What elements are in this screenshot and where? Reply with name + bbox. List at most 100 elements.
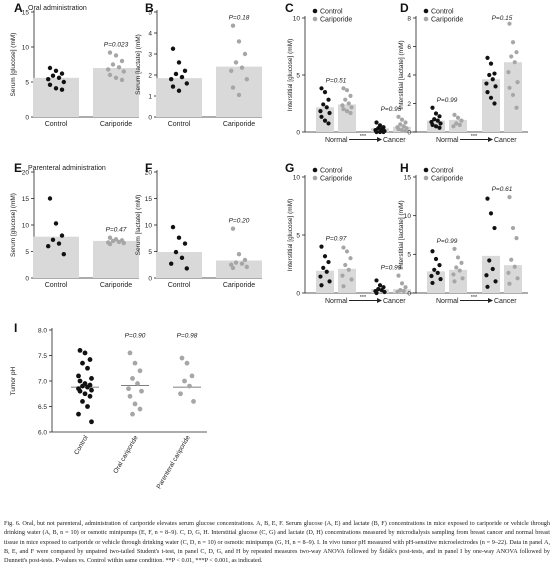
- data-point-I: [80, 383, 85, 389]
- bar-F: [216, 260, 262, 278]
- group-label-D: Cancer: [494, 137, 517, 144]
- data-point-G: [382, 289, 387, 295]
- data-point-A: [113, 53, 119, 58]
- data-point-G: [340, 273, 345, 278]
- data-point-I: [132, 360, 138, 366]
- y-tick-label-E: 15: [22, 196, 30, 203]
- data-point-B: [233, 60, 239, 65]
- data-point-D: [507, 21, 512, 26]
- data-point-H: [459, 260, 464, 265]
- y-axis-label-B: Serum [lactate] (mM): [135, 34, 142, 95]
- data-point-I: [87, 393, 93, 399]
- data-point-D: [488, 95, 494, 100]
- data-point-C: [399, 128, 405, 133]
- legend-label-G: Cariporide: [320, 175, 352, 182]
- data-point-E: [56, 241, 62, 246]
- data-point-F: [169, 261, 174, 266]
- arrow-C: [377, 137, 382, 142]
- data-point-D: [438, 121, 443, 126]
- data-point-I: [80, 360, 85, 366]
- data-point-B: [182, 68, 188, 74]
- x-category-label-I: Oral cariporide: [112, 434, 140, 475]
- y-axis-label-G: Interstitial [glucose] (mM): [287, 199, 294, 272]
- data-point-A: [46, 77, 51, 82]
- data-point-H: [437, 263, 442, 268]
- data-point-F: [173, 249, 179, 255]
- y-tick-label-I: 6.0: [38, 429, 47, 436]
- panel-letter-B: B: [145, 1, 154, 15]
- data-point-I: [182, 378, 187, 384]
- data-point-G: [341, 284, 346, 289]
- y-tick-label-F: 5: [148, 249, 152, 256]
- p-value-label-G: P=0.99: [381, 265, 402, 272]
- data-point-I: [77, 348, 83, 353]
- data-point-A: [113, 75, 119, 81]
- data-point-A: [116, 65, 122, 70]
- data-point-D: [490, 77, 495, 82]
- data-point-A: [106, 67, 111, 72]
- data-point-D: [515, 80, 520, 85]
- data-point-B: [170, 84, 176, 89]
- data-point-F: [179, 255, 185, 261]
- group-label-G: Cancer: [383, 298, 406, 305]
- data-point-E: [46, 244, 51, 249]
- panel-note-A: Oral administration: [28, 5, 87, 12]
- y-tick-label-I: 8.0: [38, 327, 47, 334]
- y-tick-label-H: 15: [404, 174, 412, 181]
- arrow-G: [377, 298, 382, 303]
- legend-marker-H: [423, 167, 429, 173]
- data-point-E: [47, 196, 53, 201]
- bar-E: [33, 236, 79, 278]
- data-point-C: [341, 107, 346, 112]
- data-point-H: [429, 273, 434, 279]
- data-point-E: [116, 239, 122, 245]
- legend-label-G: Control: [320, 167, 343, 174]
- data-point-G: [377, 283, 383, 288]
- legend-marker-C: [312, 8, 318, 14]
- sig-label-G: ***: [360, 295, 367, 301]
- y-tick-label-I: 7.0: [38, 378, 47, 385]
- data-point-I: [139, 388, 144, 394]
- data-point-D: [430, 105, 435, 110]
- x-category-label-B: Cariporide: [223, 121, 255, 128]
- data-point-E: [50, 237, 56, 243]
- legend-marker-G: [312, 175, 318, 181]
- legend-marker-H: [423, 175, 429, 181]
- data-point-A: [107, 50, 113, 55]
- data-point-I: [89, 419, 94, 425]
- data-point-I: [89, 376, 94, 381]
- legend-label-C: Control: [320, 8, 343, 15]
- x-category-label-B: Control: [168, 121, 191, 128]
- p-value-label-I: P=0.90: [125, 333, 146, 340]
- sig-label-D: ***: [471, 134, 478, 140]
- data-point-H: [438, 276, 443, 282]
- p-value-label-I: P=0.98: [177, 333, 198, 340]
- data-point-H: [485, 196, 490, 201]
- data-point-I: [189, 373, 195, 379]
- legend-label-D: Control: [431, 8, 454, 15]
- y-tick-label-A: 0: [25, 114, 29, 121]
- group-label-C: Cancer: [383, 137, 406, 144]
- y-tick-label-A: 5: [25, 79, 29, 86]
- y-tick-label-B: 2: [148, 72, 152, 79]
- x-category-label-A: Cariporide: [100, 121, 132, 128]
- data-point-H: [457, 268, 462, 273]
- data-point-F: [233, 260, 239, 265]
- figure-caption: Fig. 6. Oral, but not parenteral, admini…: [4, 520, 550, 565]
- y-tick-label-B: 5: [148, 9, 152, 16]
- legend-label-C: Cariporide: [320, 16, 352, 23]
- data-point-F: [236, 251, 242, 257]
- data-point-C: [348, 110, 353, 116]
- data-point-C: [348, 93, 353, 98]
- y-axis-label-I: Tumor pH: [10, 366, 17, 395]
- y-tick-label-C: 10: [293, 15, 301, 22]
- x-category-label-F: Cariporide: [223, 282, 255, 289]
- p-value-label-E: P=0.47: [106, 227, 127, 234]
- group-label-G: Normal: [325, 298, 348, 305]
- data-point-I: [179, 355, 185, 361]
- data-point-H: [490, 266, 495, 272]
- data-point-A: [61, 79, 66, 85]
- data-point-H: [507, 281, 512, 286]
- data-point-E: [107, 241, 113, 247]
